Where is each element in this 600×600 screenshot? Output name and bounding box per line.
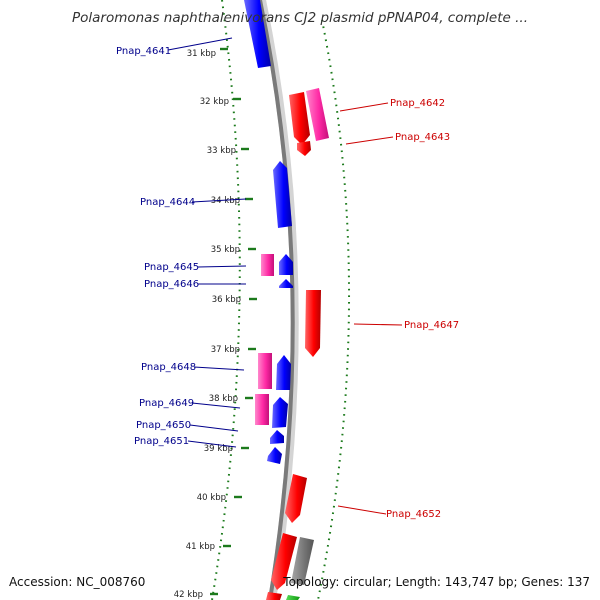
tick-labels: 31 kbp 32 kbp 33 kbp 34 kbp 35 kbp 36 kb… [174,49,241,600]
tick-label: 31 kbp [187,49,216,59]
tick-label: 41 kbp [186,542,215,552]
gene-Pnap_4642-b[interactable] [306,88,329,141]
leader-line [339,102,389,112]
gene-label-Pnap_4648[interactable]: Pnap_4648 [141,362,196,373]
leader-line [191,198,247,203]
plus-gene-labels: Pnap_4642 Pnap_4643 Pnap_4647 Pnap_4652 [386,98,459,520]
leader-line [187,440,237,448]
gene-label-Pnap_4649[interactable]: Pnap_4649 [139,398,194,409]
leader-line [345,136,394,145]
gene-Pnap_4649[interactable] [255,394,269,425]
tick-label: 32 kbp [200,97,229,107]
leader-lines [167,37,403,515]
gene-label-Pnap_4646[interactable]: Pnap_4646 [144,279,199,290]
leader-line [337,505,387,515]
gene-label-Pnap_4650[interactable]: Pnap_4650 [136,420,191,431]
gene-Pnap_4641[interactable] [244,0,271,68]
accession-text: Accession: NC_008760 [9,575,145,589]
tick-label: 35 kbp [211,245,240,255]
tick-label: 37 kbp [211,345,240,355]
gc-ring-outer [317,19,351,600]
gene-Pnap_4648[interactable] [258,353,272,389]
gene-Pnap_4650[interactable] [270,430,284,444]
gene-red-edge[interactable] [266,592,282,600]
gene-Pnap_4651[interactable] [267,447,282,464]
gene-Pnap_4649-b[interactable] [272,397,288,428]
tick-marks [210,47,257,596]
map-title: Polaromonas naphthalenivorans CJ2 plasmi… [72,10,528,26]
gene-label-Pnap_4643[interactable]: Pnap_4643 [395,132,450,143]
leader-line [167,37,233,51]
leader-line [189,424,239,432]
backbone-ring [258,0,295,600]
tick-label: 40 kbp [197,493,226,503]
gene-grey-bottom[interactable] [291,537,314,585]
gene-label-Pnap_4641[interactable]: Pnap_4641 [116,46,171,57]
gene-Pnap_4645-b[interactable] [279,254,293,275]
tick-label: 38 kbp [209,394,238,404]
leader-line [191,402,241,409]
leader-line [193,366,245,371]
gene-Pnap_4642[interactable] [289,92,310,145]
gene-Pnap_4643[interactable] [297,141,311,156]
tick-label: 42 kbp [174,590,203,600]
minus-gene-labels: Pnap_4641 Pnap_4644 Pnap_4645 Pnap_4646 … [116,46,199,447]
gene-Pnap_4647[interactable] [305,290,321,357]
gene-label-Pnap_4644[interactable]: Pnap_4644 [140,197,195,208]
gene-label-Pnap_4652[interactable]: Pnap_4652 [386,509,441,520]
tick-label: 33 kbp [207,146,236,156]
gene-label-Pnap_4647[interactable]: Pnap_4647 [404,320,459,331]
tick-label: 39 kbp [204,444,233,454]
gene-Pnap_4646[interactable] [279,279,293,288]
gene-red-bottom[interactable] [271,533,297,590]
gene-label-Pnap_4642[interactable]: Pnap_4642 [390,98,445,109]
gene-Pnap_4644[interactable] [273,161,292,228]
leader-line [197,265,247,268]
minus-strand-genes [244,0,293,464]
gene-label-Pnap_4645[interactable]: Pnap_4645 [144,262,199,273]
gene-Pnap_4645[interactable] [261,254,274,276]
gene-Pnap_4648-b[interactable] [276,355,291,390]
tick-label: 34 kbp [211,196,240,206]
gene-Pnap_4652[interactable] [285,474,307,523]
gene-green-edge[interactable] [286,595,300,600]
leader-line [353,323,403,326]
tick-label: 36 kbp [212,295,241,305]
plus-strand-genes [266,88,329,600]
summary-text: Topology: circular; Length: 143,747 bp; … [282,575,590,589]
gene-label-Pnap_4651[interactable]: Pnap_4651 [134,436,189,447]
